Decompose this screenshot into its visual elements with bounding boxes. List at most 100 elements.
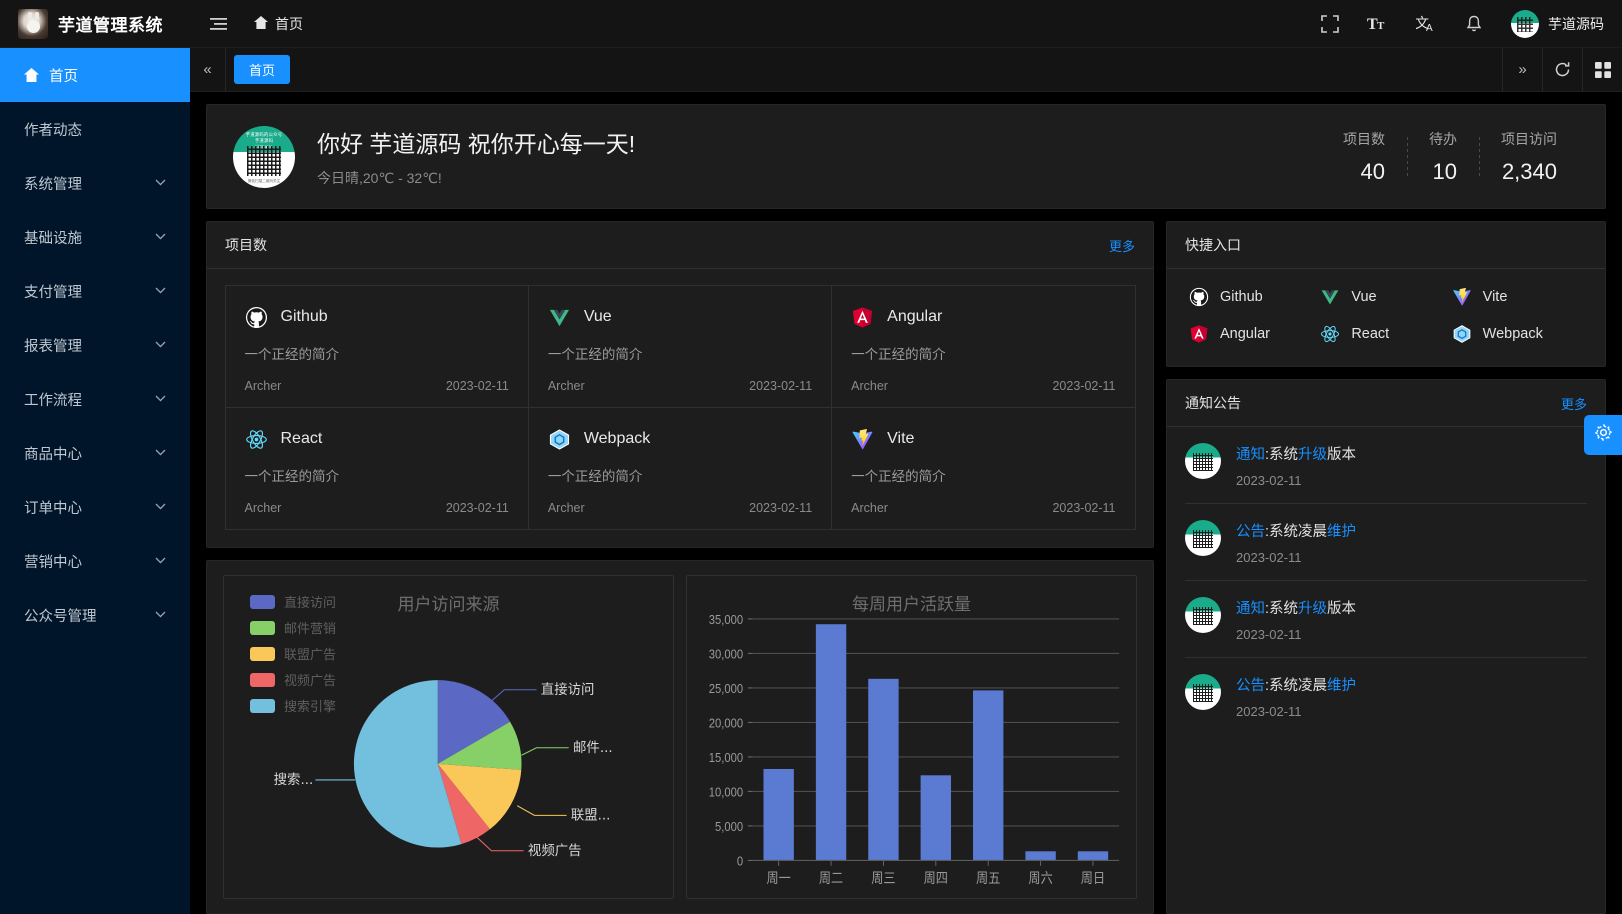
quick-entry-item[interactable]: React [1320,324,1451,344]
bar[interactable] [763,768,794,861]
quick-entry-item[interactable]: Angular [1189,324,1320,344]
project-name: Github [280,308,328,325]
pie-legend-item[interactable]: 直接访问 [250,592,336,611]
sidebar-item-3[interactable]: 系统管理 [0,156,190,210]
y-tick-label: 15,000 [709,750,744,765]
tab-bar: « 首页 » [190,48,1622,92]
project-card[interactable]: Angular 一个正经的简介 Archer 2023-02-11 [831,284,1136,408]
chevron-down-icon [155,231,166,243]
breadcrumb-home[interactable]: 首页 [254,14,303,34]
y-tick-label: 0 [737,854,744,869]
sidebar-item-4[interactable]: 基础设施 [0,210,190,264]
right-column: 快捷入口 Github Vue Vite Angular React Webpack 通知… [1166,221,1606,914]
project-author: Archer [547,500,585,515]
sidebar-item-11[interactable]: 公众号管理 [0,588,190,642]
project-card[interactable]: Github 一个正经的简介 Archer 2023-02-11 [224,284,529,408]
vue-icon [1320,287,1340,307]
bar[interactable] [1025,851,1056,861]
x-tick-label: 周五 [976,871,1000,887]
grid-icon[interactable] [1582,48,1622,91]
pie-slice-4[interactable] [353,680,462,848]
notice-kind: 通知 [1236,601,1265,617]
bar-chart-svg: 0 5,000 10,000 15,000 20,000 25,000 30,000 35,0… [709,612,1120,887]
projects-card-header: 项目数 更多 [207,222,1153,269]
quick-entry-body: Github Vue Vite Angular React Webpack [1167,269,1605,366]
notice-item[interactable]: 通知:系统升级版本 2023-02-11 [1185,427,1587,504]
quick-entry-item[interactable]: Vite [1452,287,1583,307]
notice-item[interactable]: 公告:系统凌晨维护 2023-02-11 [1185,504,1587,581]
tab-home[interactable]: 首页 [234,55,291,84]
notice-item[interactable]: 通知:系统升级版本 2023-02-11 [1185,581,1587,658]
bar[interactable] [1077,851,1109,861]
notice-item[interactable]: 公告:系统凌晨维护 2023-02-11 [1185,658,1587,734]
gear-icon [1594,423,1613,447]
middle-row: 项目数 更多 Github 一个正经的简介 Archer 2023-02-11 Vue 一… [206,221,1606,914]
bar[interactable] [973,690,1004,861]
pie-legend-item[interactable]: 邮件营销 [250,618,336,637]
sidebar-item-1[interactable]: 首页 [0,48,190,102]
bar[interactable] [920,775,952,861]
sidebar-item-8[interactable]: 商品中心 [0,426,190,480]
bell-icon[interactable] [1463,13,1485,35]
project-card[interactable]: Webpack 一个正经的简介 Archer 2023-02-11 [527,406,833,530]
settings-drawer-button[interactable] [1584,415,1622,455]
sidebar-item-6[interactable]: 报表管理 [0,318,190,372]
project-card[interactable]: Vue 一个正经的简介 Archer 2023-02-11 [527,284,833,408]
quick-entry-item[interactable]: Webpack [1452,324,1583,344]
pie-slice-3[interactable] [437,763,490,845]
chevron-down-icon [155,339,166,351]
sidebar-item-7[interactable]: 工作流程 [0,372,190,426]
project-footer: Archer 2023-02-11 [548,501,812,515]
double-chevron-right-icon[interactable]: » [1502,48,1542,91]
sidebar-item-label: 系统管理 [24,176,82,193]
project-author: Archer [851,378,888,393]
fullscreen-icon[interactable] [1319,13,1341,35]
stat-label: 待办 [1429,130,1457,147]
sidebar-item-label: 商品中心 [24,446,82,463]
sidebar-item-5[interactable]: 支付管理 [0,264,190,318]
page-content: 芋道源码的公众号芋道源码扫码关注 微信扫描二维码关注 你好 芋道源码 祝你开心每… [190,92,1622,914]
project-card[interactable]: React 一个正经的简介 Archer 2023-02-11 [224,406,529,530]
bar[interactable] [868,678,899,861]
sidebar-item-label: 报表管理 [24,338,82,355]
svg-text:T: T [1367,16,1378,33]
projects-more-link[interactable]: 更多 [1108,238,1135,254]
notice-text-a: 系统凌晨 [1269,524,1328,540]
pie-slice-1[interactable] [437,721,522,770]
bar[interactable] [815,624,847,861]
sidebar-item-2[interactable]: 作者动态 [0,102,190,156]
welcome-stats: 项目数 40 待办 10 项目访问 2,340 [1321,129,1579,185]
project-desc: 一个正经的简介 [547,346,643,362]
stat-label: 项目访问 [1501,130,1557,147]
sidebar-item-9[interactable]: 订单中心 [0,480,190,534]
project-footer: Archer 2023-02-11 [245,379,509,393]
project-card[interactable]: Vite 一个正经的简介 Archer 2023-02-11 [831,406,1136,530]
stat-value: 40 [1360,158,1385,184]
pie-legend-item[interactable]: 联盟广告 [250,644,336,663]
brand[interactable]: 芋道管理系统 [0,8,190,39]
legend-label: 直接访问 [284,595,337,610]
pie-legend-item[interactable]: 视频广告 [250,670,336,689]
sidebar-item-10[interactable]: 营销中心 [0,534,190,588]
hamburger-icon[interactable] [208,14,228,34]
vite-icon [851,428,874,451]
pie-legend-item[interactable]: 搜索引擎 [250,696,336,715]
project-author: Archer [244,378,282,393]
refresh-icon[interactable] [1542,48,1582,91]
pie-slice-2[interactable] [437,763,522,830]
projects-grid: Github 一个正经的简介 Archer 2023-02-11 Vue 一个正经的简介 A… [224,284,1136,530]
stat-2: 待办 10 [1407,129,1479,185]
app-logo-icon [18,8,48,39]
chevron-down-icon [155,393,166,405]
notices-more-link[interactable]: 更多 [1560,396,1587,412]
project-desc: 一个正经的简介 [244,468,340,484]
quick-entry-item[interactable]: Github [1189,287,1320,307]
double-chevron-left-icon[interactable]: « [190,48,226,91]
project-footer: Archer 2023-02-11 [851,379,1115,393]
quick-entry-item[interactable]: Vue [1320,287,1451,307]
user-menu[interactable]: 芋道源码 [1511,9,1604,38]
notice-text-a: 系统 [1269,601,1299,617]
